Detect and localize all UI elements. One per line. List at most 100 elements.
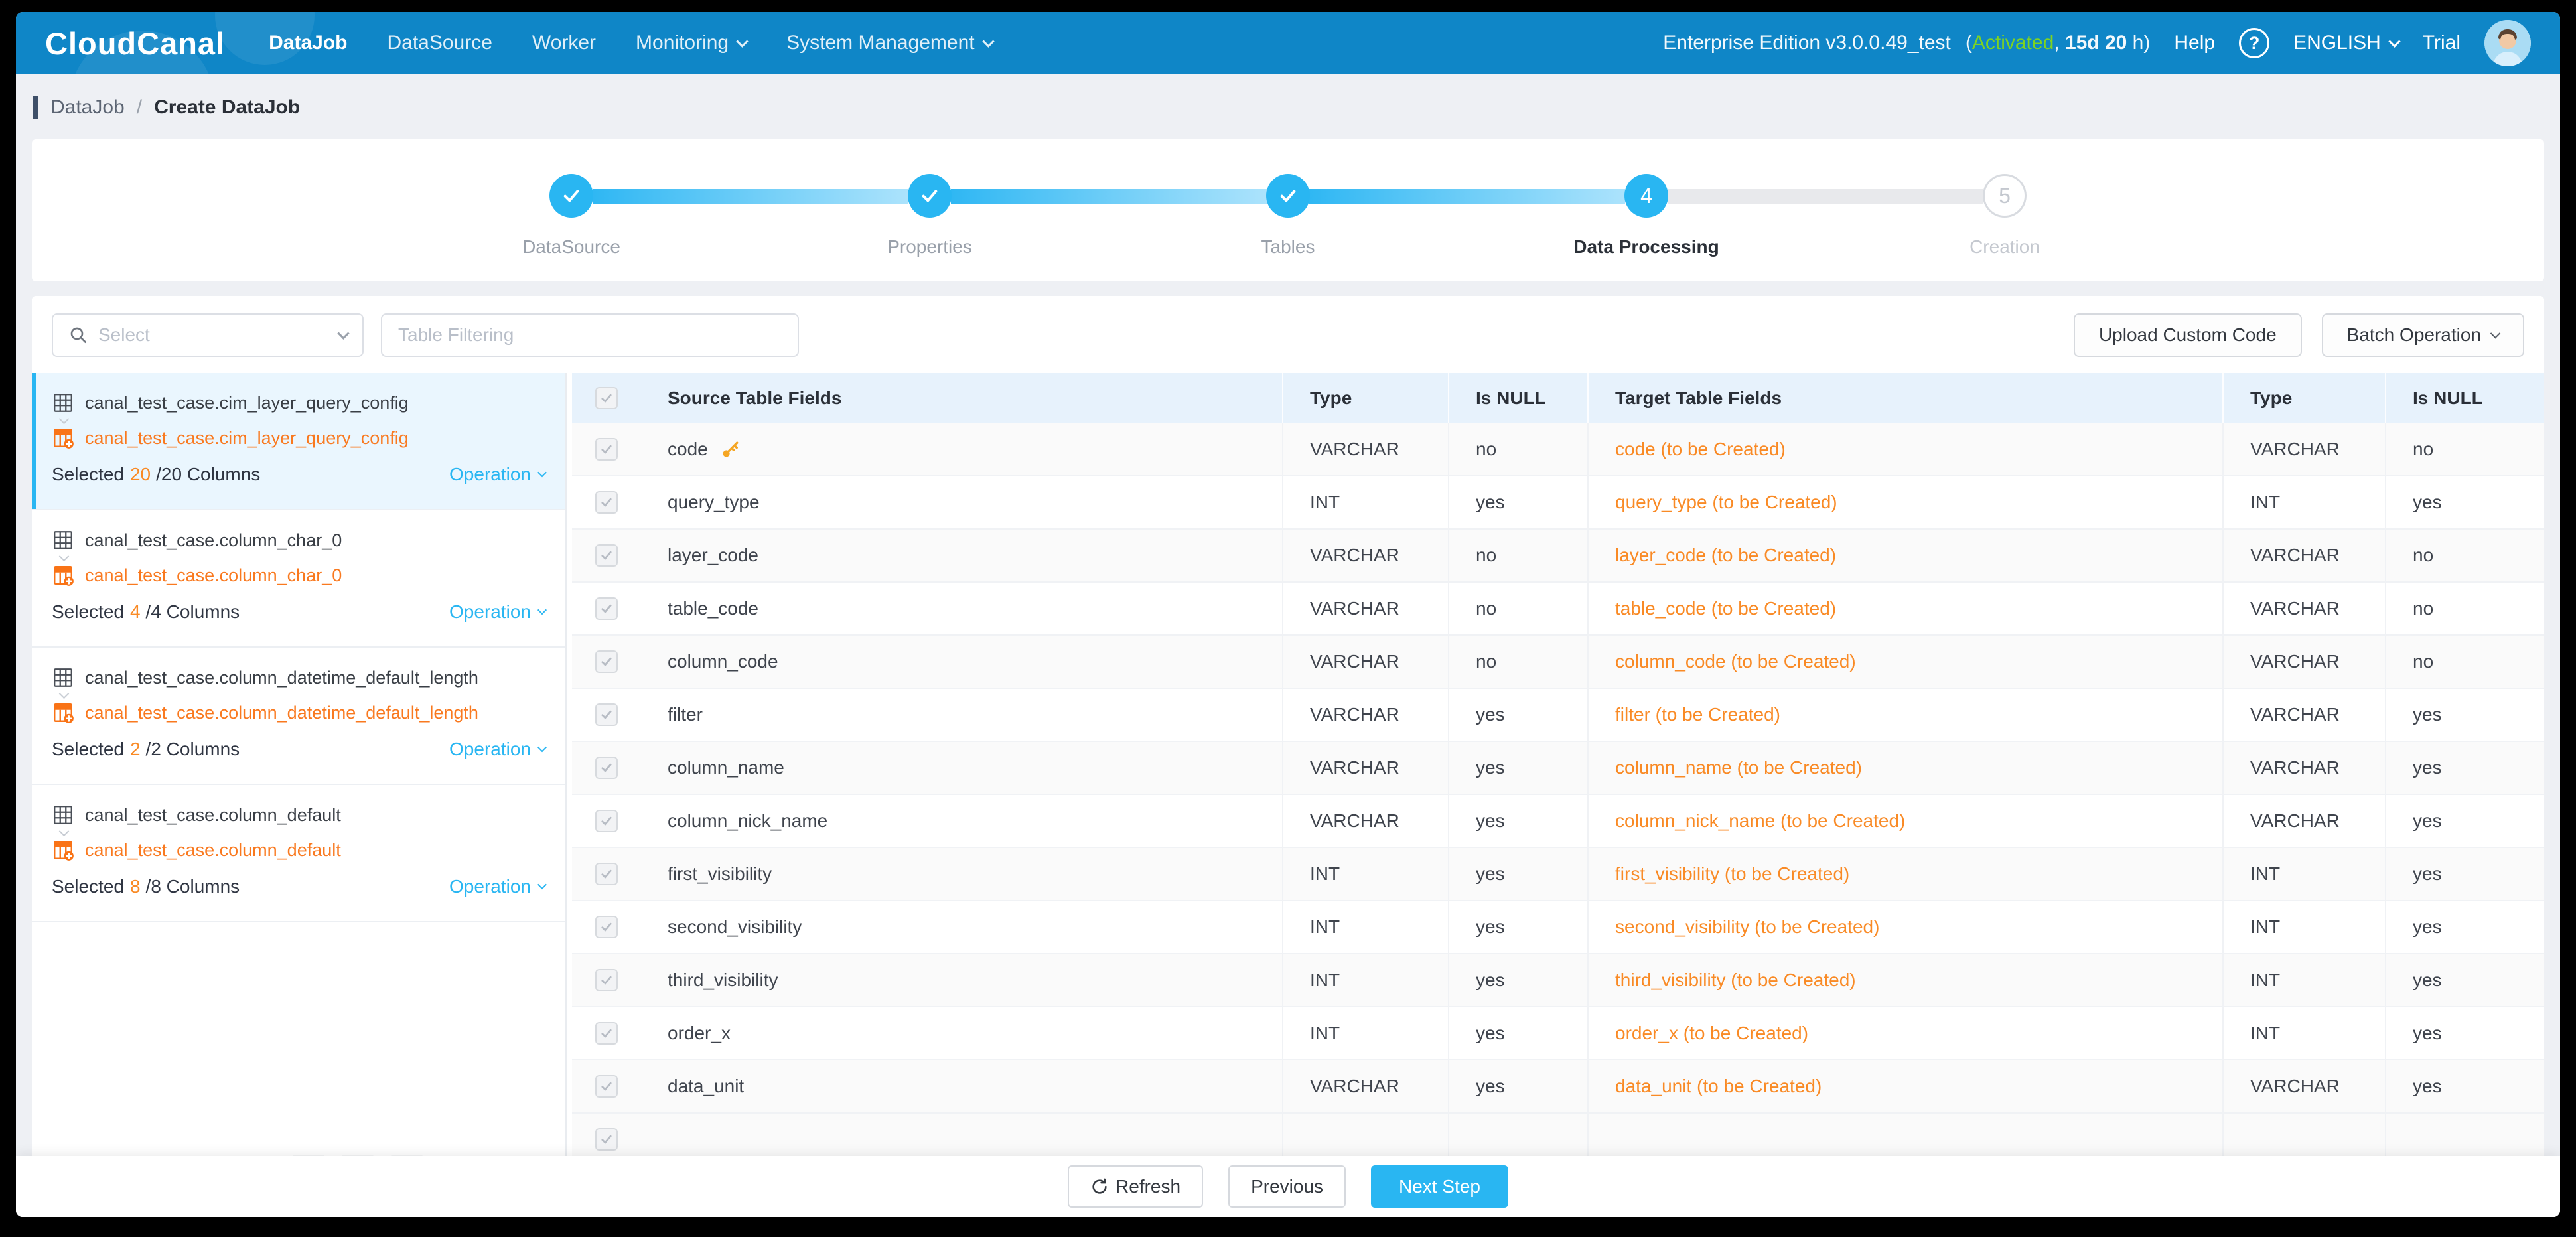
breadcrumb-section[interactable]: DataJob bbox=[50, 96, 125, 118]
row-checkbox[interactable] bbox=[595, 810, 618, 832]
target-field-cell: third_visibility (to be Created) bbox=[1587, 954, 2222, 1006]
row-checkbox[interactable] bbox=[595, 544, 618, 567]
row-checkbox[interactable] bbox=[595, 1022, 618, 1045]
target-type-cell: VARCHAR bbox=[2222, 530, 2385, 581]
source-type-cell: VARCHAR bbox=[1282, 423, 1448, 475]
source-field-cell: filter bbox=[641, 689, 1282, 741]
table-mapping-card[interactable]: canal_test_case.column_default canal_tes… bbox=[32, 785, 565, 922]
navbar-right: Enterprise Edition v3.0.0.49_test (Activ… bbox=[1663, 20, 2531, 66]
row-checkbox-cell bbox=[572, 583, 641, 634]
row-checkbox[interactable] bbox=[595, 969, 618, 991]
target-type-cell: VARCHAR bbox=[2222, 1060, 2385, 1112]
row-checkbox[interactable] bbox=[595, 703, 618, 726]
source-field-cell: layer_code bbox=[641, 530, 1282, 581]
source-type-cell: VARCHAR bbox=[1282, 1060, 1448, 1112]
source-null-cell: yes bbox=[1448, 848, 1587, 900]
nav-item[interactable]: DataJob bbox=[269, 32, 347, 54]
operation-menu-link[interactable]: Operation bbox=[449, 739, 547, 760]
check-icon bbox=[601, 869, 612, 879]
check-icon bbox=[601, 763, 612, 772]
selected-count: 4 bbox=[129, 601, 141, 622]
source-field-name: column_code bbox=[668, 651, 778, 672]
source-table-name: canal_test_case.column_char_0 bbox=[85, 530, 342, 550]
header-is-null: Is NULL bbox=[1448, 373, 1587, 423]
row-checkbox[interactable] bbox=[595, 1128, 618, 1151]
source-field-name: query_type bbox=[668, 492, 760, 512]
operation-menu-link[interactable]: Operation bbox=[449, 876, 547, 897]
nav-item-label: DataSource bbox=[387, 32, 492, 54]
row-checkbox[interactable] bbox=[595, 916, 618, 938]
source-field-name: code bbox=[668, 439, 708, 459]
breadcrumb-separator: / bbox=[136, 96, 143, 118]
source-null-cell: yes bbox=[1448, 1060, 1587, 1112]
breadcrumb-accent-bar bbox=[33, 96, 38, 119]
language-selector[interactable]: ENGLISH bbox=[2293, 32, 2401, 54]
table-mapping-card[interactable]: canal_test_case.cim_layer_query_config c… bbox=[32, 373, 565, 510]
target-table-name: canal_test_case.column_char_0 bbox=[85, 565, 342, 585]
source-field-name: second_visibility bbox=[668, 916, 802, 937]
source-null-cell: yes bbox=[1448, 795, 1587, 847]
next-step-button[interactable]: Next Step bbox=[1371, 1165, 1508, 1208]
nav-item[interactable]: DataSource bbox=[387, 32, 492, 54]
refresh-icon bbox=[1092, 1178, 1107, 1194]
row-checkbox[interactable] bbox=[595, 757, 618, 779]
wizard-step: 5 Creation bbox=[1825, 174, 2184, 281]
edition-text: Enterprise Edition v3.0.0.49_test bbox=[1663, 32, 1951, 54]
row-checkbox[interactable] bbox=[595, 650, 618, 673]
chevron-down-icon bbox=[537, 605, 547, 615]
target-null-cell: yes bbox=[2385, 742, 2518, 794]
source-table-name: canal_test_case.cim_layer_query_config bbox=[85, 392, 409, 413]
nav-item[interactable]: Worker bbox=[532, 32, 596, 54]
operation-menu-link[interactable]: Operation bbox=[449, 601, 547, 622]
target-null-cell: yes bbox=[2385, 689, 2518, 741]
check-icon bbox=[601, 394, 612, 403]
question-circle-icon[interactable]: ? bbox=[2239, 28, 2270, 58]
target-type-cell: INT bbox=[2222, 476, 2385, 528]
activated-label: Activated bbox=[1971, 32, 2054, 54]
row-checkbox[interactable] bbox=[595, 597, 618, 620]
operation-menu-link[interactable]: Operation bbox=[449, 464, 547, 485]
header-source-fields: Source Table Fields bbox=[668, 388, 842, 408]
source-table-icon bbox=[54, 394, 72, 412]
table-row: column_code VARCHAR no column_code (to b… bbox=[572, 636, 2544, 689]
total-count: /4 Columns bbox=[145, 601, 240, 622]
upload-custom-code-button[interactable]: Upload Custom Code bbox=[2073, 313, 2302, 357]
nav-item-label: Monitoring bbox=[636, 32, 729, 54]
row-checkbox[interactable] bbox=[595, 438, 618, 461]
row-checkbox[interactable] bbox=[595, 491, 618, 514]
source-field-name: layer_code bbox=[668, 545, 758, 565]
row-checkbox[interactable] bbox=[595, 1075, 618, 1098]
table-filtering-input[interactable] bbox=[381, 313, 799, 357]
target-null-cell: no bbox=[2385, 583, 2518, 634]
app-window: CloudCanal DataJob DataSource Worker bbox=[16, 12, 2560, 1217]
source-field-cell: column_name bbox=[641, 742, 1282, 794]
wizard-step: 1 DataSource bbox=[392, 174, 908, 281]
table-mapping-card[interactable]: canal_test_case.column_char_0 canal_test… bbox=[32, 510, 565, 648]
row-checkbox[interactable] bbox=[595, 863, 618, 885]
source-type-cell: INT bbox=[1282, 848, 1448, 900]
target-null-cell: yes bbox=[2385, 476, 2518, 528]
target-field-cell: data_unit (to be Created) bbox=[1587, 1060, 2222, 1112]
batch-operation-button[interactable]: Batch Operation bbox=[2321, 313, 2524, 357]
selection-summary: Selected 20 /20 Columns Operation bbox=[52, 464, 547, 485]
help-link[interactable]: Help bbox=[2174, 32, 2216, 54]
nav-item[interactable]: System Management bbox=[786, 32, 995, 54]
nav-item[interactable]: Monitoring bbox=[636, 32, 749, 54]
source-type-cell: INT bbox=[1282, 1007, 1448, 1059]
step-circle: 3 bbox=[1266, 174, 1310, 218]
field-mapping-table: Source Table Fields Type Is NULL Target … bbox=[572, 373, 2544, 1216]
source-field-name: column_nick_name bbox=[668, 810, 828, 831]
select-all-checkbox[interactable] bbox=[595, 387, 618, 409]
target-table-line: canal_test_case.cim_layer_query_config bbox=[52, 427, 545, 449]
previous-button[interactable]: Previous bbox=[1228, 1165, 1346, 1208]
step-circle: 4 bbox=[1624, 174, 1668, 218]
source-field-cell: query_type bbox=[641, 476, 1282, 528]
step-circle: 5 bbox=[1983, 174, 2027, 218]
check-icon bbox=[601, 604, 612, 613]
source-field-cell: column_nick_name bbox=[641, 795, 1282, 847]
app-logo[interactable]: CloudCanal bbox=[45, 25, 226, 61]
user-avatar[interactable] bbox=[2484, 20, 2531, 66]
refresh-button[interactable]: Refresh bbox=[1068, 1165, 1204, 1208]
table-select-dropdown[interactable]: Select bbox=[52, 313, 364, 357]
table-mapping-card[interactable]: canal_test_case.column_datetime_default_… bbox=[32, 648, 565, 785]
